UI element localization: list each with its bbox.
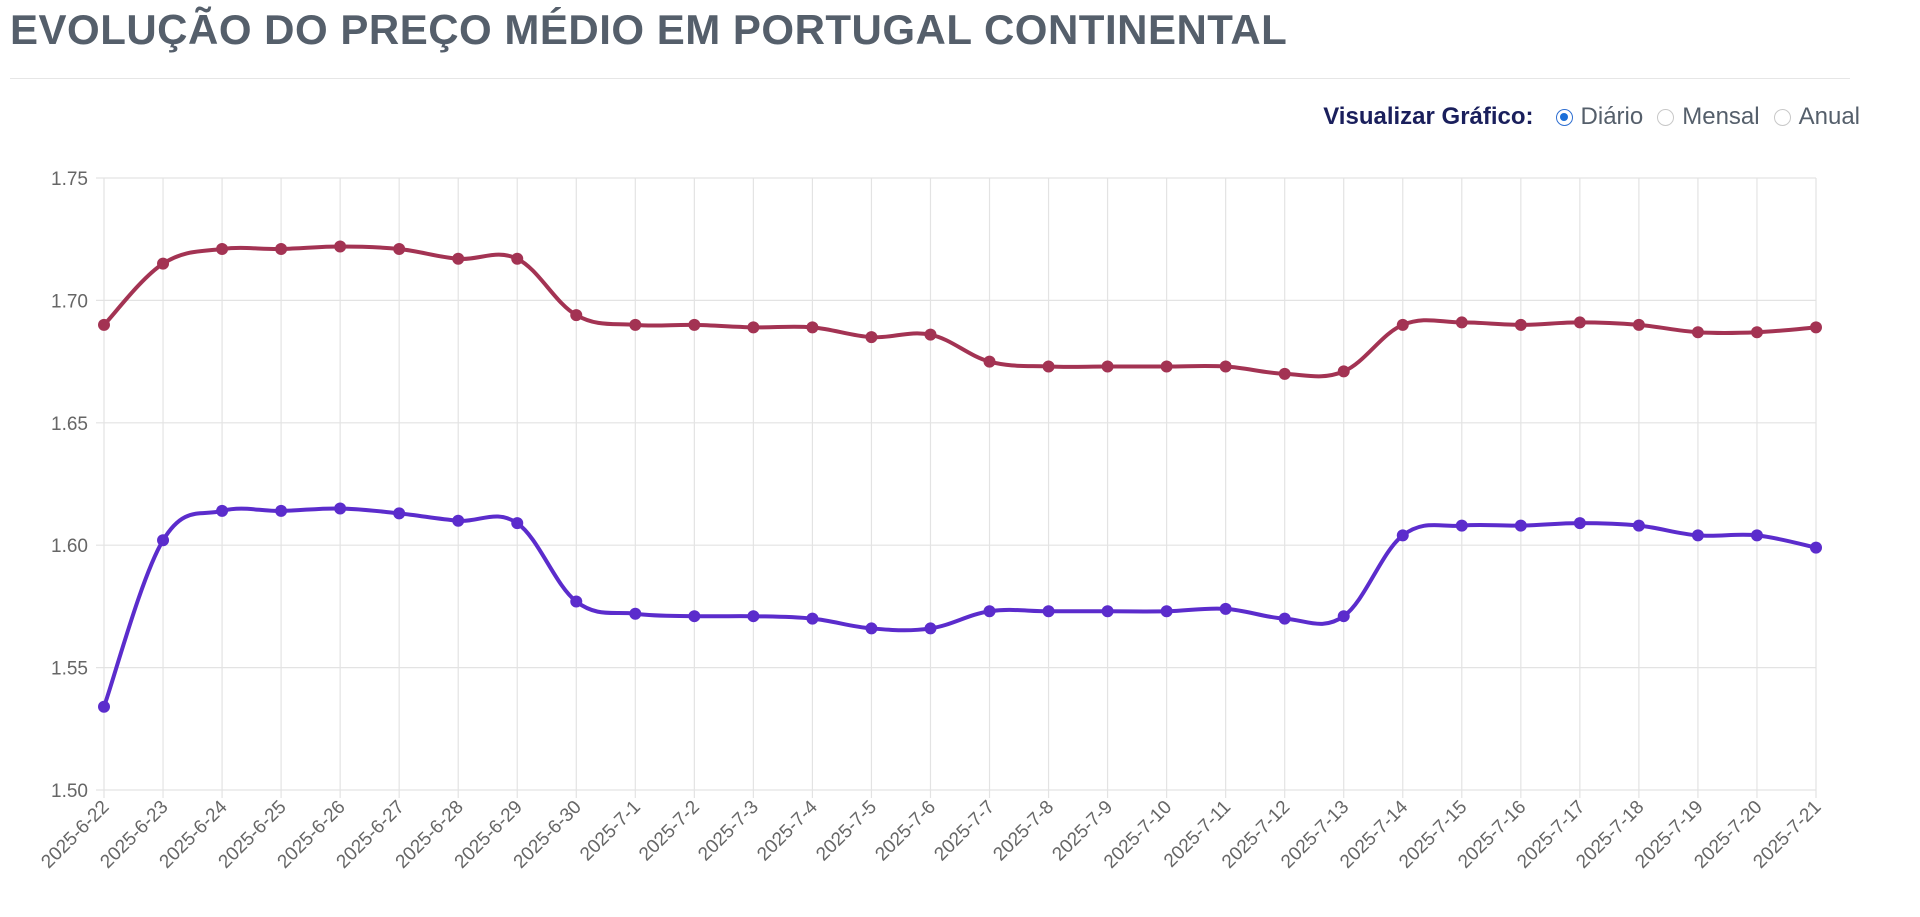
data-point bbox=[747, 610, 760, 623]
x-tick-label: 2025-7-8 bbox=[989, 797, 1058, 866]
data-point bbox=[1691, 326, 1704, 339]
price-line-chart: 1.75 1.70 1.65 1.60 1.55 1.50 2025-6-222025-6… bbox=[37, 169, 1825, 873]
data-point bbox=[275, 504, 288, 517]
data-point bbox=[334, 240, 347, 253]
radio-anual-label: Anual bbox=[1798, 103, 1860, 130]
data-point bbox=[1219, 360, 1232, 373]
y-tick-label: 1.55 bbox=[51, 659, 88, 680]
data-point bbox=[511, 517, 524, 530]
data-point bbox=[98, 700, 110, 713]
data-point bbox=[1396, 529, 1409, 542]
data-point bbox=[688, 318, 701, 331]
title-divider bbox=[10, 78, 1850, 79]
page-title: EVOLUÇÃO DO PREÇO MÉDIO EM PORTUGAL CONT… bbox=[10, 6, 1288, 53]
x-tick-label: 2025-7-6 bbox=[871, 797, 940, 866]
data-point bbox=[1101, 605, 1114, 618]
radio-mensal-label: Mensal bbox=[1682, 103, 1760, 130]
data-point bbox=[1278, 367, 1291, 380]
data-point bbox=[1101, 360, 1114, 373]
data-point bbox=[983, 355, 996, 368]
radio-mensal[interactable]: Mensal bbox=[1657, 103, 1760, 131]
data-point bbox=[1160, 360, 1173, 373]
data-point bbox=[511, 252, 524, 265]
y-axis: 1.75 1.70 1.65 1.60 1.55 1.50 bbox=[51, 169, 88, 802]
data-point bbox=[1632, 519, 1645, 532]
data-point bbox=[1042, 360, 1055, 373]
data-point bbox=[1573, 517, 1586, 530]
data-point bbox=[1278, 612, 1291, 625]
data-point bbox=[1337, 610, 1350, 623]
data-point bbox=[1219, 602, 1232, 615]
data-point bbox=[1042, 605, 1055, 618]
data-point bbox=[1750, 326, 1763, 339]
data-point bbox=[1810, 321, 1822, 334]
data-point bbox=[924, 328, 937, 341]
data-point bbox=[98, 318, 110, 331]
data-point bbox=[1455, 519, 1468, 532]
data-point bbox=[806, 321, 819, 334]
x-tick-label: 2025-7-4 bbox=[753, 796, 822, 865]
radio-diario-indicator[interactable] bbox=[1555, 108, 1573, 126]
view-toggle-label: Visualizar Gráfico: bbox=[1323, 103, 1534, 130]
y-tick-label: 1.70 bbox=[51, 291, 88, 312]
y-tick-label: 1.50 bbox=[51, 781, 88, 802]
data-point bbox=[1396, 318, 1409, 331]
data-point bbox=[1514, 318, 1527, 331]
data-point bbox=[275, 242, 288, 255]
data-point bbox=[865, 331, 878, 344]
data-point bbox=[157, 534, 170, 547]
x-tick-label: 2025-7-5 bbox=[812, 797, 881, 866]
x-axis: 2025-6-222025-6-232025-6-242025-6-252025… bbox=[37, 796, 1825, 872]
data-point bbox=[629, 607, 642, 620]
data-point bbox=[393, 242, 406, 255]
data-point bbox=[157, 257, 170, 270]
data-point bbox=[865, 622, 878, 635]
y-tick-label: 1.65 bbox=[51, 414, 88, 435]
data-point bbox=[1337, 365, 1350, 378]
data-point bbox=[924, 622, 937, 635]
x-tick-label: 2025-7-3 bbox=[694, 797, 763, 866]
view-toggle-group: Visualizar Gráfico: Diário Mensal Anual bbox=[1323, 103, 1860, 131]
y-tick-label: 1.75 bbox=[51, 169, 88, 190]
chart-grid bbox=[96, 177, 1817, 798]
data-point bbox=[452, 252, 465, 265]
data-point bbox=[1455, 316, 1468, 329]
data-point bbox=[1632, 318, 1645, 331]
data-point bbox=[1691, 529, 1704, 542]
data-point bbox=[806, 612, 819, 625]
x-tick-label: 2025-7-2 bbox=[635, 797, 704, 866]
radio-diario[interactable]: Diário bbox=[1555, 103, 1644, 131]
data-point bbox=[452, 514, 465, 527]
data-point bbox=[747, 321, 760, 334]
data-point bbox=[1160, 605, 1173, 618]
y-tick-label: 1.60 bbox=[51, 536, 88, 557]
data-point bbox=[393, 507, 406, 520]
chart-series bbox=[98, 240, 1822, 713]
series-line-1 bbox=[102, 244, 1818, 379]
radio-mensal-indicator[interactable] bbox=[1657, 108, 1675, 126]
radio-diario-label: Diário bbox=[1580, 103, 1644, 130]
data-point bbox=[983, 605, 996, 618]
x-tick-label: 2025-7-1 bbox=[576, 797, 645, 866]
data-point bbox=[629, 318, 642, 331]
x-tick-label: 2025-7-7 bbox=[930, 797, 999, 866]
data-point bbox=[334, 502, 347, 515]
data-point bbox=[1514, 519, 1527, 532]
data-point bbox=[216, 504, 229, 517]
series-line-2 bbox=[102, 506, 1818, 709]
data-point bbox=[216, 242, 229, 255]
radio-anual[interactable]: Anual bbox=[1773, 103, 1860, 131]
data-point bbox=[1573, 316, 1586, 329]
radio-anual-indicator[interactable] bbox=[1773, 108, 1791, 126]
data-point bbox=[570, 309, 583, 322]
data-point bbox=[688, 610, 701, 623]
data-point bbox=[570, 595, 583, 608]
data-point bbox=[1810, 541, 1822, 554]
data-point bbox=[1750, 529, 1763, 542]
